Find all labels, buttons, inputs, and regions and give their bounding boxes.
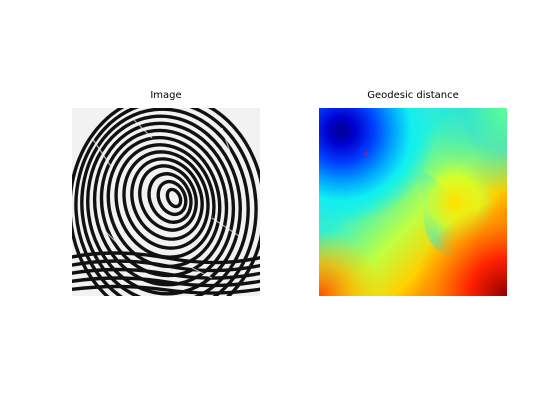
geodesic-title: Geodesic distance bbox=[367, 90, 459, 101]
seed-point-marker bbox=[363, 150, 369, 157]
fingerprint-image bbox=[72, 108, 260, 296]
geodesic-svg bbox=[319, 108, 507, 296]
fingerprint-svg bbox=[72, 108, 260, 296]
geodesic-distance-map bbox=[319, 108, 507, 296]
ridge-breaks bbox=[91, 117, 243, 279]
fingerprint-ridges bbox=[72, 108, 260, 296]
image-title: Image bbox=[150, 90, 182, 101]
